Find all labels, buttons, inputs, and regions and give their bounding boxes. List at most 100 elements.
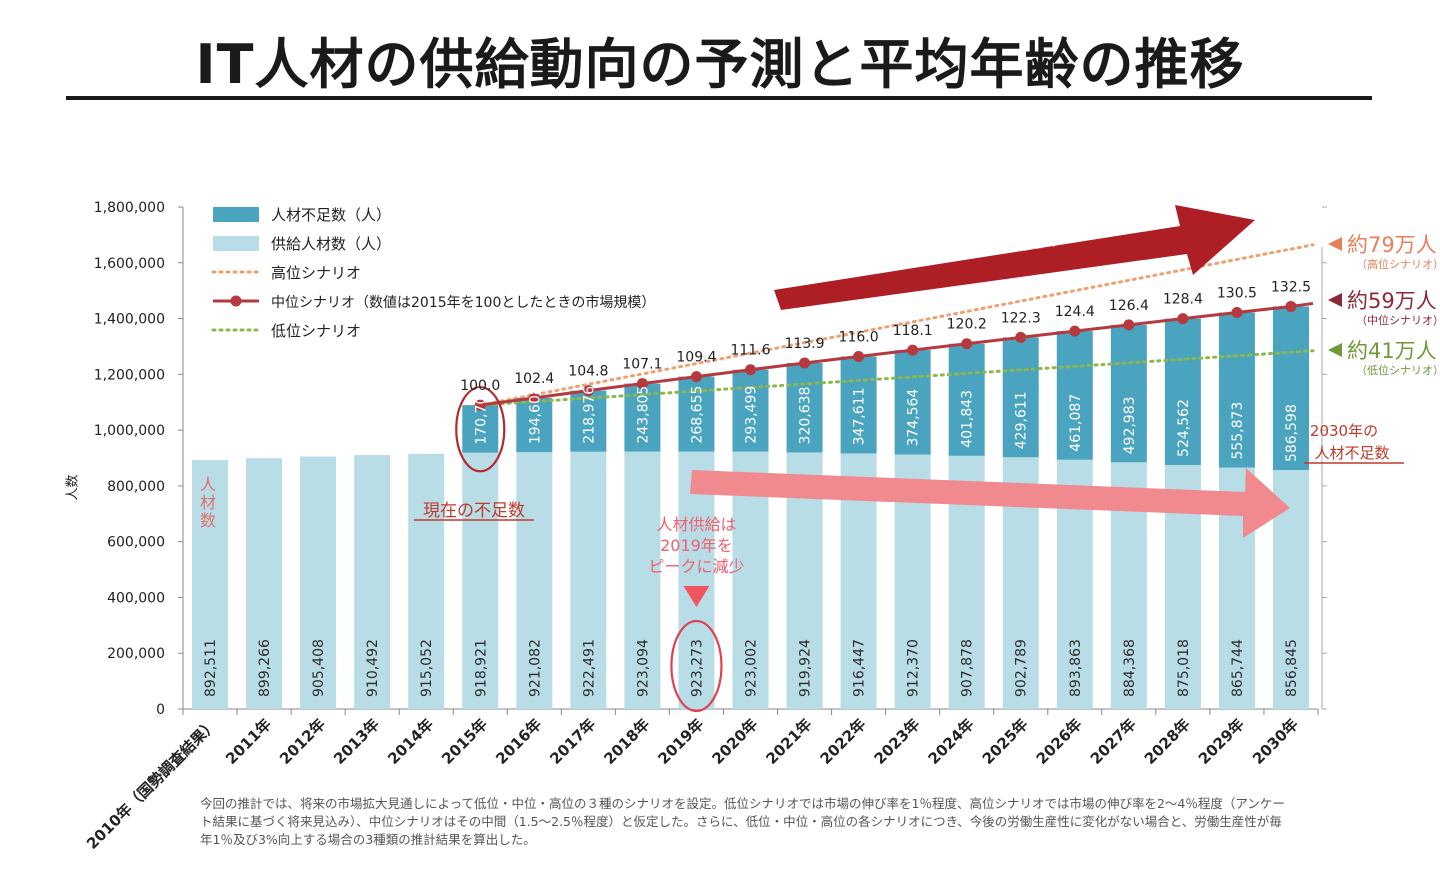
supply-value-label: 923,002 [744, 639, 760, 697]
shortage-value-label: 320,638 [798, 387, 814, 445]
high-result-sub: （高位シナリオ） [1356, 257, 1440, 271]
market-index-label: 111.6 [730, 343, 770, 359]
legend-label-supply: 供給人材数（人） [271, 235, 391, 253]
shortage-bar [732, 369, 769, 452]
shortage-bar [1272, 306, 1309, 471]
page-title: IT人材の供給動向の予測と平均年齢の推移 [195, 33, 1245, 96]
supply-bar [408, 453, 445, 709]
shortage-bar [894, 350, 931, 455]
supply-value-label: 919,924 [798, 639, 814, 697]
mid-scenario-marker [1069, 325, 1081, 337]
low-result-value: 約41万人 [1347, 339, 1437, 363]
low-scenario-line [478, 349, 1315, 407]
supply-bar [246, 458, 283, 709]
shortage-bar [1056, 331, 1093, 460]
category-label: 2013年 [330, 715, 383, 768]
y-tick-label: 1,200,000 [94, 367, 165, 383]
shortage-bar [678, 376, 715, 452]
legend-marker-mid [230, 295, 242, 307]
supply-value-label: 865,744 [1230, 639, 1246, 697]
supply-value-label: 905,408 [311, 639, 327, 697]
category-label: 2017年 [546, 715, 599, 768]
shortage-bar [786, 363, 823, 453]
legend-label-low: 低位シナリオ [271, 322, 361, 340]
shortage-value-label: 586,598 [1284, 404, 1300, 462]
shortage-bar [1002, 337, 1039, 458]
scenario-lines [474, 243, 1315, 411]
shortage-bar [1164, 318, 1201, 465]
supply-value-label: 899,266 [257, 639, 273, 697]
mid-scenario-marker [907, 344, 919, 356]
supply-value-label: 907,878 [960, 639, 976, 697]
current-shortage-ellipse [455, 386, 506, 473]
supply-value-label: 918,921 [473, 639, 489, 697]
arrows [455, 205, 1342, 713]
shortage-value-label: 374,564 [906, 389, 922, 447]
shortage-value-label: 524,562 [1176, 399, 1192, 457]
mid-scenario-marker [474, 399, 486, 411]
legend-swatch-shortage [213, 207, 259, 222]
supply-value-label: 916,447 [852, 639, 868, 697]
low-result-sub: （低位シナリオ） [1356, 363, 1440, 377]
supply-bar [570, 451, 607, 709]
market-index-label: 126.4 [1109, 298, 1149, 314]
category-label: 2020年 [708, 715, 761, 768]
current-shortage-label: 現在の不足数 [423, 501, 525, 521]
mid-scenario-marker [799, 357, 811, 369]
category-label: 2030年 [1249, 715, 1302, 768]
market-index-label: 132.5 [1271, 279, 1311, 295]
supply-bar [516, 452, 553, 709]
supply-bar [354, 455, 391, 709]
category-label: 2028年 [1141, 715, 1194, 768]
shortage-value-label: 555,873 [1230, 402, 1246, 460]
shortage-value-label: 293,499 [744, 386, 760, 444]
supply-value-label: 912,370 [906, 639, 922, 697]
y-tick-label: 600,000 [107, 535, 165, 551]
mid-scenario-marker [1015, 331, 1027, 343]
shortage-value-label: 461,087 [1068, 394, 1084, 452]
y-tick-label: 1,000,000 [94, 423, 165, 439]
shortage-value-label: 268,655 [689, 386, 705, 444]
legend-swatch-supply [213, 236, 259, 251]
supply-value-label: 893,863 [1068, 639, 1084, 697]
mid-scenario-marker [745, 364, 756, 376]
legend: 人材不足数（人） 供給人材数（人） 高位シナリオ中位シナリオ（数値は2015年を10… [211, 206, 655, 340]
shortage-value-label: 429,611 [1014, 391, 1030, 449]
category-label: 2011年 [222, 715, 275, 768]
peak-pointer [683, 586, 710, 607]
category-label: 2023年 [871, 715, 924, 768]
supply-value-label: 923,094 [635, 639, 651, 697]
category-label: 2024年 [925, 715, 978, 768]
supply-value-label: 856,845 [1284, 639, 1300, 697]
market-index-label: 118.1 [893, 323, 933, 339]
supply-value-label: 884,368 [1122, 639, 1138, 697]
legend-label-shortage: 人材不足数（人） [271, 206, 391, 224]
jinzai-label: 数 [200, 511, 216, 530]
mid-scenario-marker [1123, 319, 1135, 331]
shortage-bar [1110, 324, 1147, 463]
category-label: 2019年 [654, 715, 707, 768]
y-tick-label: 1,400,000 [94, 312, 165, 328]
category-label: 2021年 [763, 715, 816, 768]
supply-value-label: 921,082 [527, 639, 543, 697]
shortage-bar [1218, 312, 1255, 468]
y-axis-label: 人数 [65, 474, 81, 501]
category-label: 2027年 [1087, 715, 1140, 768]
mid-scenario-marker [1231, 307, 1243, 319]
high-scenario-line [478, 243, 1315, 407]
supply-bar [300, 456, 337, 709]
market-index-label: 104.8 [568, 364, 608, 380]
category-label: 2026年 [1033, 715, 1086, 768]
supply-value-label: 922,491 [581, 639, 597, 697]
category-label: 2015年 [438, 715, 491, 768]
jinzai-label: 材 [200, 493, 216, 512]
y-tick-label: 400,000 [107, 590, 165, 606]
mid-result-value: 約59万人 [1347, 289, 1437, 313]
category-label: 2018年 [600, 715, 653, 768]
market-index-label: 124.4 [1055, 304, 1095, 320]
shortage-2030-label: 人材不足数 [1314, 444, 1389, 462]
market-index-label: 102.4 [514, 371, 554, 387]
mid-scenario-marker [690, 371, 702, 383]
shortage-value-label: 170,700 [473, 387, 489, 445]
